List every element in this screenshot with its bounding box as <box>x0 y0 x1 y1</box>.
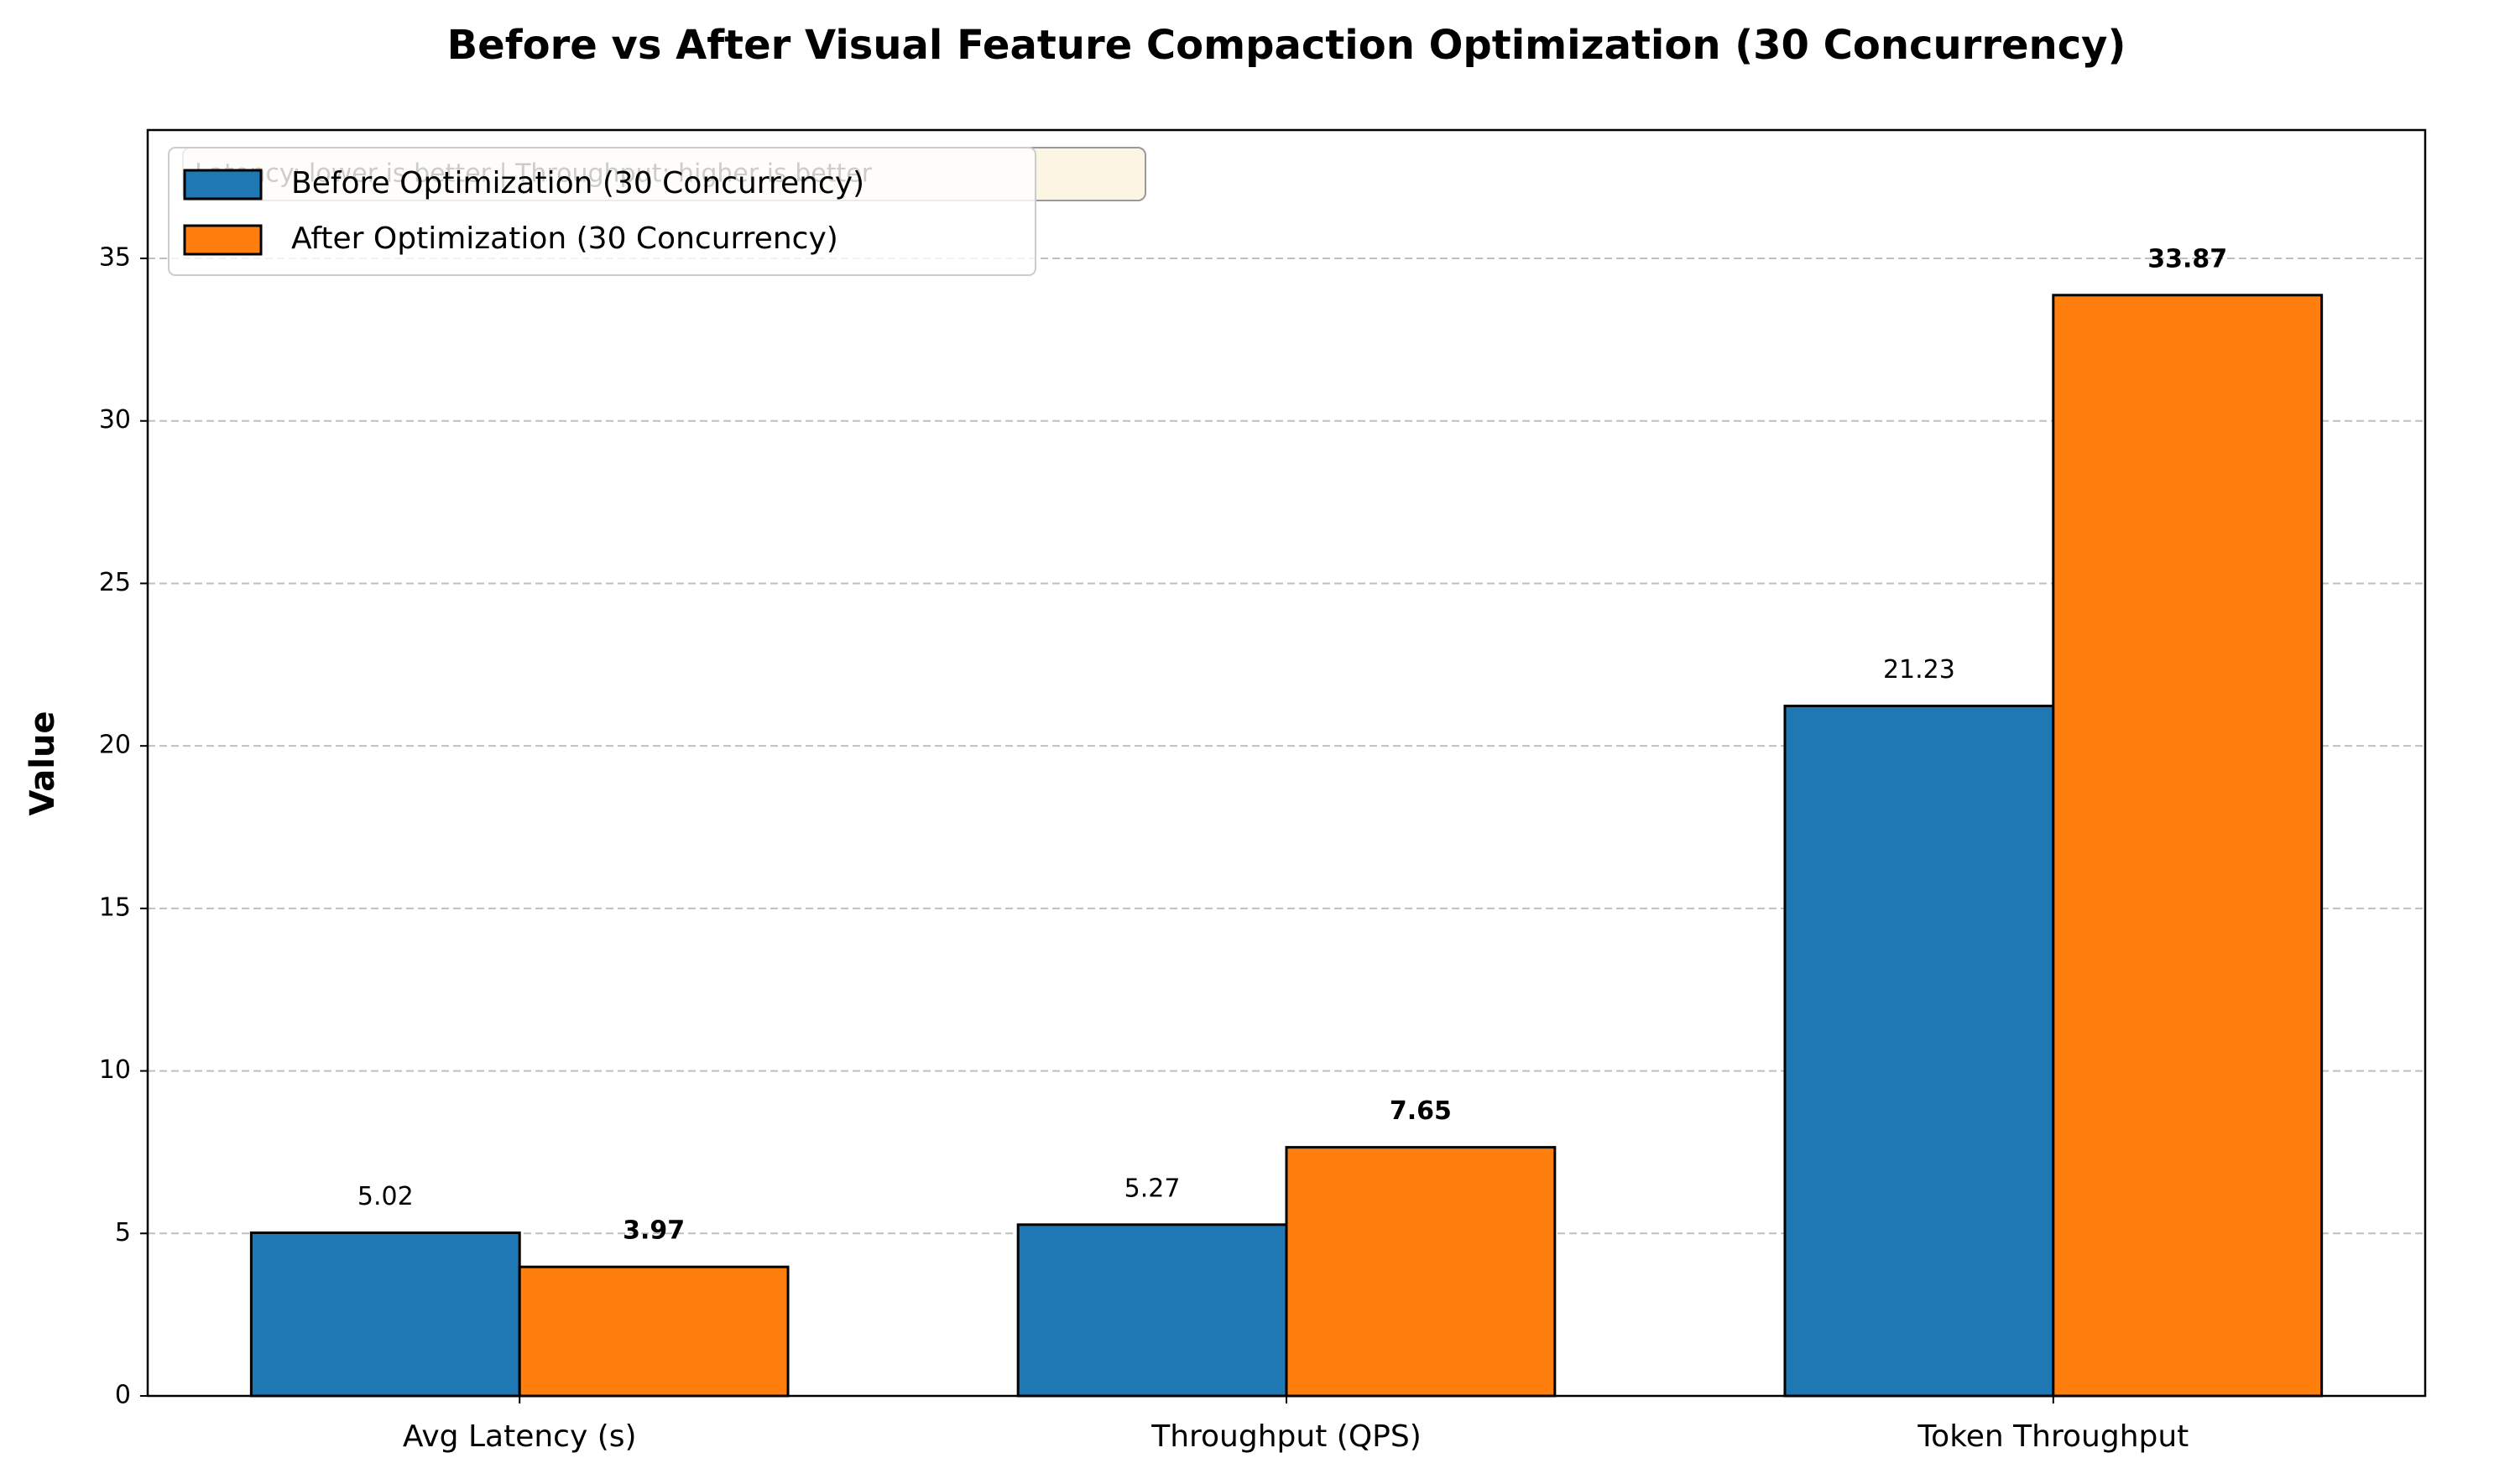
y-tick-label: 35 <box>99 243 131 273</box>
chart-title: Before vs After Visual Feature Compactio… <box>447 22 2126 69</box>
x-tick-label: Token Throughput <box>1917 1419 2189 1454</box>
y-tick-label: 30 <box>99 405 131 435</box>
bar <box>1783 705 2055 1398</box>
y-tick-label: 5 <box>115 1218 131 1247</box>
legend-box <box>168 147 1036 276</box>
bar <box>2052 294 2324 1398</box>
legend-label: Before Optimization (30 Concurrency) <box>291 166 864 200</box>
y-tick-label: 20 <box>99 731 131 760</box>
axes-frame <box>146 128 2427 1398</box>
y-axis-label: Value <box>23 711 62 815</box>
x-tick-label: Avg Latency (s) <box>403 1419 637 1454</box>
data-label: 5.02 <box>357 1182 414 1211</box>
y-tick-label: 25 <box>99 568 131 597</box>
bar <box>518 1265 790 1398</box>
data-label: 33.87 <box>2147 244 2227 273</box>
data-label: 7.65 <box>1390 1096 1452 1126</box>
legend-swatch <box>183 169 263 200</box>
y-tick-label: 15 <box>99 893 131 922</box>
data-label: 21.23 <box>1883 655 1955 685</box>
bar <box>1016 1223 1288 1398</box>
y-tick-label: 0 <box>115 1381 131 1410</box>
data-label: 3.97 <box>623 1216 685 1246</box>
data-label: 5.27 <box>1124 1174 1181 1203</box>
bar <box>1285 1146 1557 1398</box>
x-tick-label: Throughput (QPS) <box>1150 1419 1422 1454</box>
legend-label: After Optimization (30 Concurrency) <box>291 221 838 256</box>
bar <box>249 1231 521 1398</box>
legend-swatch <box>183 224 263 256</box>
y-tick-label: 10 <box>99 1055 131 1085</box>
